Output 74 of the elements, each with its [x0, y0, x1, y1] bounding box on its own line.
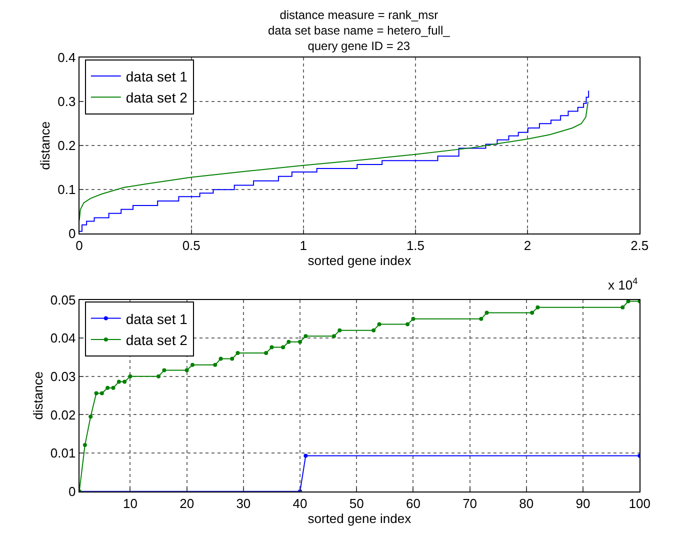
point: [184, 368, 189, 372]
point: [626, 300, 630, 304]
y-tick-label: 0.4: [58, 50, 76, 66]
y-tick-label: 0.05: [50, 292, 76, 308]
point: [213, 362, 218, 367]
point: [88, 414, 93, 419]
text: x 10$^{4}$: [608, 276, 638, 292]
y-tick-label: 0.1: [58, 182, 76, 198]
x-tick-label: 80: [519, 496, 534, 511]
y-tick-label: 0.2: [58, 138, 76, 154]
point: [270, 345, 274, 350]
point: [530, 310, 534, 315]
point: [122, 380, 127, 384]
x-tick-label: 90: [576, 496, 590, 511]
y-tick-label: 0: [68, 226, 76, 242]
x-axis-title: sorted gene index: [308, 253, 412, 268]
point: [162, 368, 166, 372]
legend-label: data set 1: [126, 310, 188, 327]
x-tick-label: 2.5: [630, 238, 649, 254]
x-tick-label: 30: [236, 496, 251, 511]
legend-label: data set 2: [126, 332, 188, 348]
x-tick-label: 1: [300, 238, 308, 254]
y-tick-label: 0: [68, 484, 76, 499]
point: [377, 322, 382, 326]
x-tick-label: 2: [524, 238, 532, 254]
point: [190, 362, 194, 367]
point: [332, 334, 336, 338]
x-tick-label: 20: [180, 496, 194, 511]
point: [298, 340, 302, 344]
x-tick-label: 40: [292, 496, 308, 511]
point: [620, 305, 625, 310]
point: [338, 328, 342, 332]
point: [479, 316, 484, 321]
chart-title: distance measure = rank_msr data set base name = hetero_full_ query gene ID = 23: [268, 8, 450, 54]
point: [236, 351, 240, 356]
point: [106, 386, 110, 390]
y-tick-label: 0.3: [58, 94, 76, 110]
point: [304, 454, 308, 458]
y-tick-label: 0.01: [50, 446, 76, 461]
point: [406, 322, 410, 326]
point: [82, 443, 87, 448]
line-series: [79, 101, 589, 221]
point: [264, 351, 268, 356]
point: [218, 356, 223, 361]
x-tick-label: 10: [123, 496, 138, 511]
point: [286, 340, 291, 344]
legend-label: data set 1: [126, 68, 188, 84]
x-tick-label: 60: [406, 496, 420, 511]
point: [411, 316, 416, 321]
x-tick-label: 0.5: [182, 238, 200, 254]
y-tick-label: 0.02: [50, 407, 76, 422]
x-tick-label: 1.5: [406, 238, 425, 254]
point: [230, 356, 234, 361]
point: [100, 391, 104, 396]
x-axis-title: sorted gene index: [308, 510, 412, 526]
line-series: [79, 300, 640, 492]
point: [281, 345, 286, 350]
y-axis-title: distance: [38, 121, 53, 170]
point: [304, 334, 308, 338]
x-tick-label: 100: [628, 496, 650, 511]
point: [536, 305, 540, 310]
point: [128, 374, 132, 378]
point: [111, 386, 116, 390]
point: [484, 310, 489, 315]
y-tick-label: 0.04: [50, 330, 76, 346]
point: [116, 380, 121, 384]
y-axis-title: distance: [30, 371, 46, 420]
point: [372, 328, 376, 332]
point: [156, 374, 161, 378]
x-tick-label: 70: [462, 496, 478, 511]
point: [94, 391, 98, 396]
legend-label: data set 2: [126, 90, 188, 106]
y-tick-label: 0.03: [50, 368, 76, 384]
x-tick-label: 50: [349, 496, 364, 511]
